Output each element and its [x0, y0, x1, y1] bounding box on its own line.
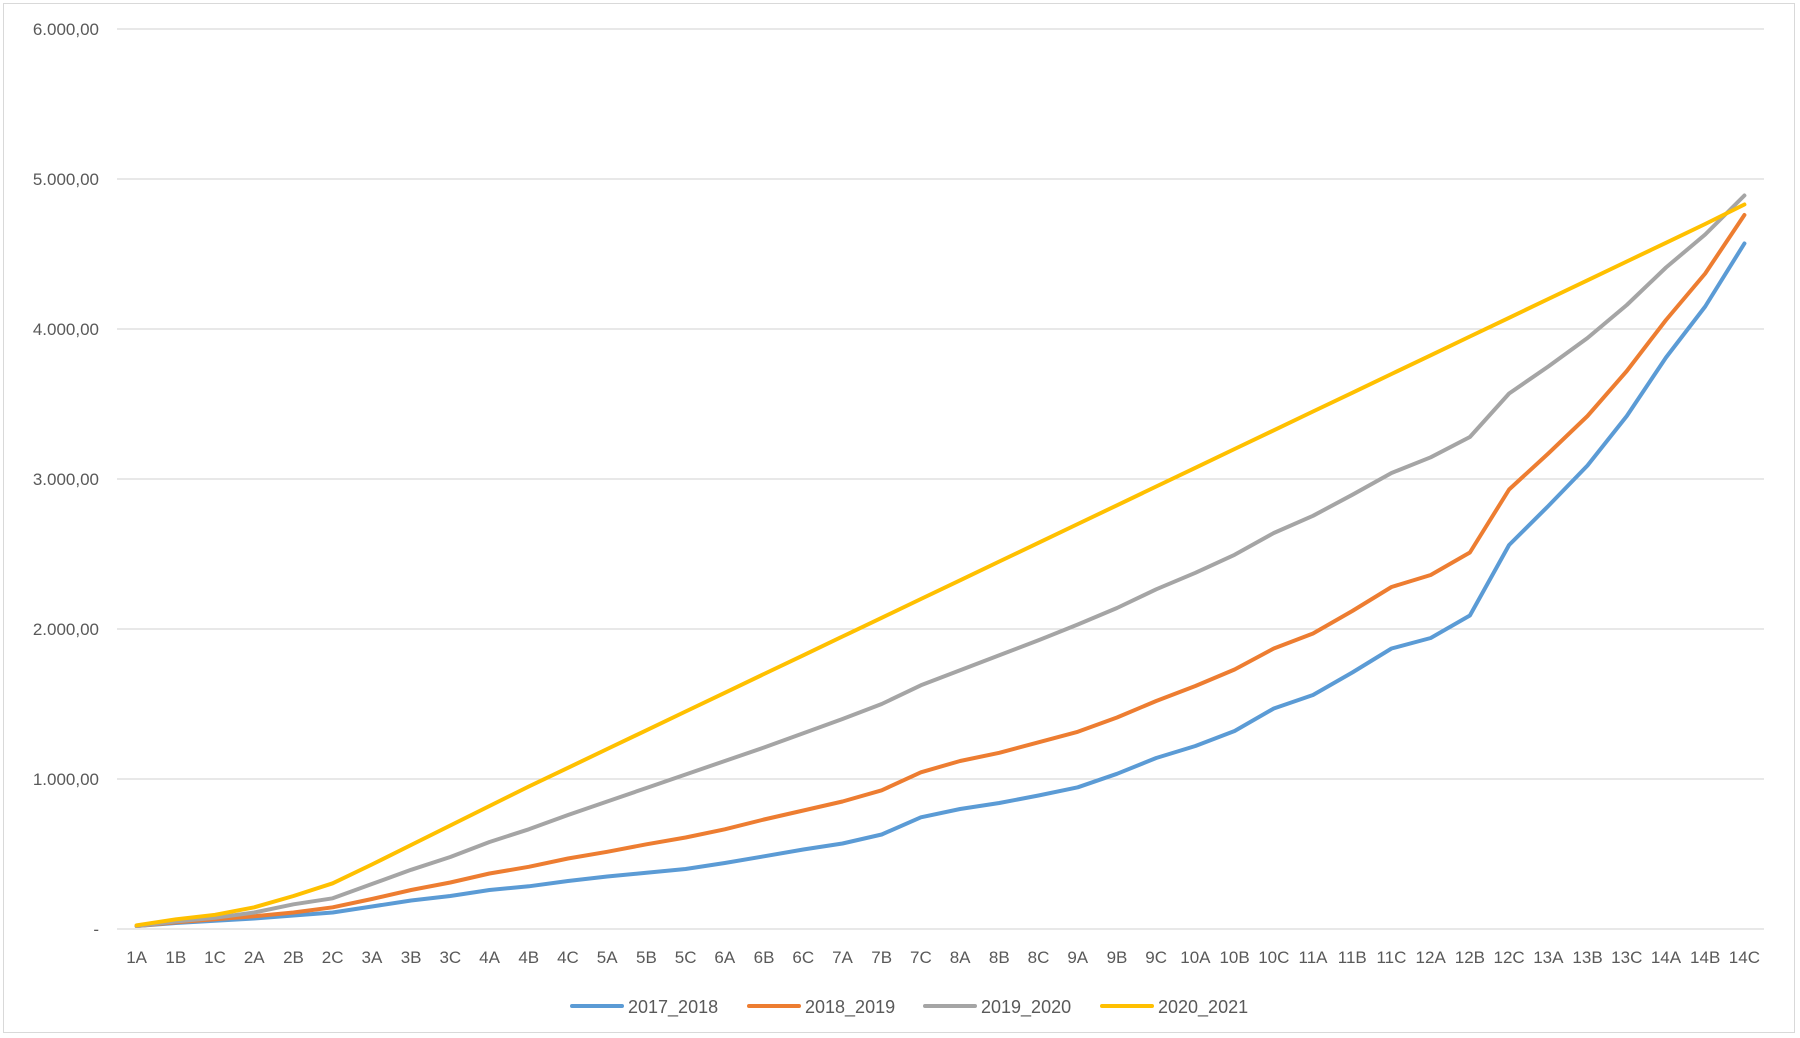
legend-label: 2019_2020 [981, 997, 1071, 1018]
x-tick-label: 2C [322, 948, 344, 967]
y-axis-ticks: - 1.000,00 2.000,00 3.000,00 4.000,00 5.000,0… [33, 20, 99, 939]
x-tick-label: 6B [754, 948, 775, 967]
y-tick-label: - [93, 920, 99, 939]
line-chart: - 1.000,00 2.000,00 3.000,00 4.000,00 5.000,0… [33, 20, 1764, 1018]
x-tick-label: 10B [1219, 948, 1249, 967]
x-tick-label: 13B [1572, 948, 1602, 967]
x-tick-label: 4A [479, 948, 500, 967]
x-tick-label: 4C [557, 948, 579, 967]
x-tick-label: 14A [1651, 948, 1682, 967]
x-tick-label: 3B [401, 948, 422, 967]
x-tick-label: 7A [832, 948, 853, 967]
x-tick-label: 10A [1180, 948, 1211, 967]
y-tick-label: 3.000,00 [33, 470, 99, 489]
x-tick-label: 2B [283, 948, 304, 967]
x-tick-label: 5B [636, 948, 657, 967]
x-tick-label: 3C [439, 948, 461, 967]
series-line-2018_2019 [134, 213, 1747, 928]
x-tick-label: 10C [1258, 948, 1289, 967]
x-axis-ticks: 1A 1B 1C 2A 2B 2C 3A 3B 3C 4A 4B 4C 5A 5B 5C 6A 6B 6C 7A 7B… [126, 948, 1760, 967]
x-tick-label: 4B [518, 948, 539, 967]
chart-frame: - 1.000,00 2.000,00 3.000,00 4.000,00 5.000,0… [3, 3, 1795, 1033]
x-tick-label: 7C [910, 948, 932, 967]
x-tick-label: 12A [1416, 948, 1447, 967]
x-tick-label: 6A [714, 948, 735, 967]
x-tick-label: 11B [1338, 948, 1367, 967]
x-tick-label: 8C [1028, 948, 1050, 967]
x-tick-label: 8B [989, 948, 1010, 967]
legend-label: 2017_2018 [628, 997, 718, 1018]
x-tick-label: 6C [792, 948, 814, 967]
x-tick-label: 2A [244, 948, 265, 967]
y-tick-label: 1.000,00 [33, 770, 99, 789]
x-tick-label: 14B [1690, 948, 1720, 967]
x-tick-label: 12B [1455, 948, 1485, 967]
series-line-2017_2018 [134, 241, 1747, 928]
x-tick-label: 5A [597, 948, 618, 967]
y-tick-label: 6.000,00 [33, 20, 99, 39]
x-tick-label: 12C [1494, 948, 1525, 967]
x-tick-label: 14C [1729, 948, 1760, 967]
x-tick-label: 7B [871, 948, 892, 967]
y-tick-label: 2.000,00 [33, 620, 99, 639]
legend-label: 2018_2019 [805, 997, 895, 1018]
x-tick-label: 9A [1067, 948, 1088, 967]
x-tick-label: 9B [1107, 948, 1128, 967]
x-tick-label: 13C [1611, 948, 1642, 967]
series-lines [134, 193, 1747, 928]
y-tick-label: 5.000,00 [33, 170, 99, 189]
legend-label: 2020_2021 [1158, 997, 1248, 1018]
legend: 2017_2018 2018_2019 2019_2020 2020_2021 [570, 997, 1248, 1018]
x-tick-label: 3A [361, 948, 382, 967]
x-tick-label: 9C [1145, 948, 1167, 967]
x-tick-label: 11C [1376, 948, 1406, 967]
x-tick-label: 8A [950, 948, 971, 967]
y-tick-label: 4.000,00 [33, 320, 99, 339]
x-tick-label: 13A [1533, 948, 1564, 967]
x-tick-label: 11A [1299, 948, 1329, 967]
series-line-2019_2020 [134, 193, 1747, 928]
gridlines [117, 28, 1764, 930]
x-tick-label: 1B [165, 948, 186, 967]
x-tick-label: 1C [204, 948, 226, 967]
series-line-2020_2021 [134, 202, 1747, 928]
x-tick-label: 1A [126, 948, 147, 967]
x-tick-label: 5C [675, 948, 697, 967]
